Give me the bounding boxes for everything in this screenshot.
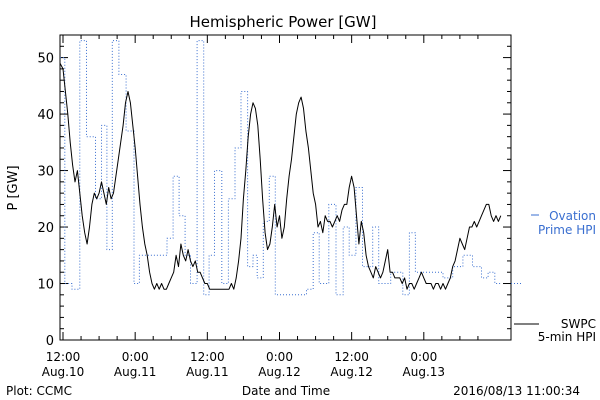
- x-axis-label: Date and Time: [242, 384, 330, 398]
- legend-swpc-label: 5-min HPI: [538, 330, 596, 344]
- y-axis-label: P [GW]: [6, 165, 21, 210]
- plot-timestamp: 2016/08/13 11:00:34: [453, 384, 580, 398]
- series-line-1: [59, 62, 502, 290]
- x-tick-label-time: 0:00: [410, 350, 437, 364]
- y-tick-label: 40: [37, 108, 54, 123]
- x-axis: 12:00Aug.100:00Aug.1112:00Aug.110:00Aug.…: [42, 35, 479, 379]
- legend-swpc-label: SWPC: [561, 317, 596, 331]
- legend-ovation-label: Prime HPI: [538, 223, 596, 237]
- x-tick-label-date: Aug.12: [330, 365, 373, 379]
- y-tick-label: 10: [37, 278, 54, 293]
- chart-title: Hemispheric Power [GW]: [190, 13, 377, 31]
- y-tick-label: 20: [37, 221, 54, 236]
- x-tick-label-time: 12:00: [46, 350, 81, 364]
- x-tick-label-date: Aug.11: [186, 365, 229, 379]
- x-tick-label-date: Aug.13: [403, 365, 446, 379]
- x-tick-label-date: Aug.10: [42, 365, 85, 379]
- x-tick-label-time: 0:00: [266, 350, 293, 364]
- y-tick-label: 50: [37, 52, 54, 67]
- y-tick-label: 30: [37, 165, 54, 180]
- x-tick-label-date: Aug.12: [258, 365, 301, 379]
- y-tick-label: 0: [46, 334, 54, 349]
- x-tick-label-time: 12:00: [190, 350, 225, 364]
- x-tick-label-date: Aug.11: [114, 365, 157, 379]
- x-tick-label-time: 0:00: [122, 350, 149, 364]
- plot-frame: [59, 34, 512, 341]
- plot-credit: Plot: CCMC: [6, 384, 72, 398]
- series-layer: [59, 40, 502, 296]
- y-axis: 0 10 20 30 40 50: [37, 45, 511, 349]
- x-tick-label-time: 12:00: [334, 350, 369, 364]
- legend-ovation-label: Ovation: [549, 209, 596, 223]
- series-line-0: [60, 40, 501, 296]
